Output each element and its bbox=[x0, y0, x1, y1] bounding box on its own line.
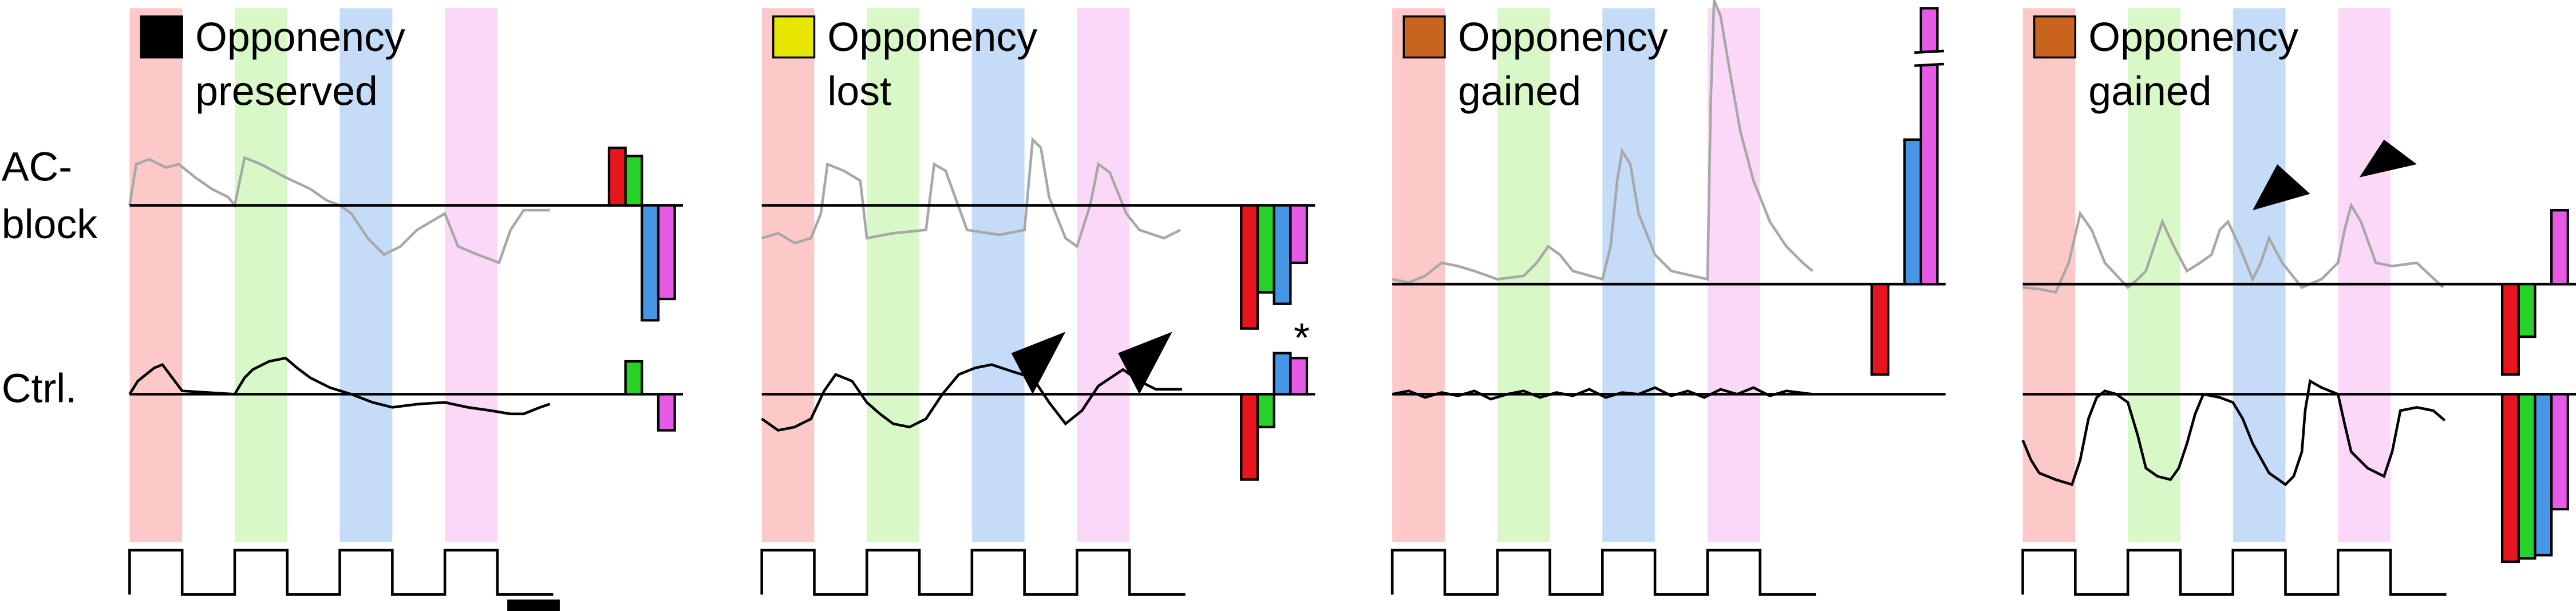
trace bbox=[1392, 0, 1814, 284]
bar bbox=[1256, 393, 1275, 428]
trace bbox=[761, 363, 1182, 432]
bar bbox=[2500, 393, 2520, 563]
stimulus-band bbox=[234, 8, 287, 542]
legend-label: Opponency bbox=[1458, 14, 1668, 60]
legend-label: Opponency bbox=[2088, 14, 2298, 60]
legend-label: Opponency bbox=[827, 14, 1037, 60]
stimulus-band bbox=[2022, 8, 2076, 542]
stimulus-band bbox=[867, 8, 920, 542]
bar bbox=[2550, 393, 2569, 511]
bar bbox=[624, 155, 643, 207]
bar bbox=[1256, 204, 1275, 294]
stimulus-trace bbox=[128, 549, 554, 596]
stimulus-band bbox=[1392, 8, 1445, 542]
stimulus-band bbox=[2233, 8, 2286, 542]
bar bbox=[2550, 208, 2569, 286]
arrowhead bbox=[2359, 139, 2417, 178]
panel: * Opponency lost bbox=[760, 8, 1315, 596]
stimulus-band bbox=[1077, 8, 1130, 542]
bar bbox=[1289, 204, 1309, 265]
stimulus-band bbox=[445, 8, 497, 542]
bar bbox=[1903, 138, 1922, 286]
stimulus-trace bbox=[760, 549, 1186, 596]
legend-label: lost bbox=[827, 69, 891, 115]
asterisk: * bbox=[1294, 315, 1310, 361]
legend-swatch bbox=[2033, 15, 2077, 59]
trace bbox=[128, 156, 550, 265]
arrowhead bbox=[2253, 164, 2310, 211]
bar bbox=[657, 393, 676, 432]
panel: Opponency gained bbox=[1390, 0, 1946, 596]
stimulus-trace bbox=[1390, 549, 1816, 596]
trace bbox=[2021, 379, 2446, 487]
trace bbox=[2022, 202, 2444, 294]
legend-label: preserved bbox=[195, 69, 378, 115]
bar bbox=[2534, 393, 2553, 557]
legend-label: gained bbox=[1458, 69, 1581, 115]
stimulus-band bbox=[971, 8, 1025, 542]
bar bbox=[2500, 283, 2520, 376]
stimulus-band bbox=[129, 8, 183, 542]
stimulus-band bbox=[761, 8, 815, 542]
bar bbox=[641, 204, 660, 322]
bar bbox=[2517, 283, 2537, 338]
row-label: AC- bbox=[2, 144, 72, 190]
panel: Opponency preserved bbox=[128, 8, 683, 611]
bar bbox=[1273, 204, 1292, 305]
stimulus-trace bbox=[2021, 549, 2447, 596]
stimulus-band bbox=[339, 8, 393, 542]
panel: Opponency gained bbox=[2021, 8, 2576, 596]
legend-swatch bbox=[772, 15, 816, 59]
legend-label: gained bbox=[2088, 69, 2211, 115]
bar bbox=[2517, 393, 2537, 560]
bar bbox=[1240, 204, 1259, 330]
legend-swatch bbox=[1402, 15, 1446, 59]
trace bbox=[761, 136, 1182, 249]
trace bbox=[128, 356, 551, 416]
bar bbox=[624, 360, 643, 396]
stimulus-band bbox=[2338, 8, 2391, 542]
arrowhead bbox=[1011, 332, 1066, 395]
axis-break bbox=[1914, 52, 1944, 66]
bar bbox=[1289, 357, 1309, 396]
axis-break bbox=[1914, 62, 1945, 68]
bar bbox=[1240, 393, 1259, 481]
stimulus-band bbox=[2128, 8, 2180, 542]
bar bbox=[607, 146, 627, 207]
bar bbox=[1870, 283, 1890, 376]
row-label: Ctrl. bbox=[2, 366, 77, 412]
row-label: block bbox=[2, 202, 98, 247]
bar bbox=[657, 204, 676, 301]
axis-break bbox=[1914, 49, 1945, 54]
scale-bar bbox=[507, 599, 560, 611]
bar bbox=[1273, 352, 1292, 396]
legend-swatch bbox=[140, 15, 183, 59]
stimulus-band bbox=[1602, 8, 1656, 542]
arrowhead bbox=[1118, 332, 1172, 395]
legend-label: Opponency bbox=[195, 14, 405, 60]
bar bbox=[1919, 7, 1939, 286]
